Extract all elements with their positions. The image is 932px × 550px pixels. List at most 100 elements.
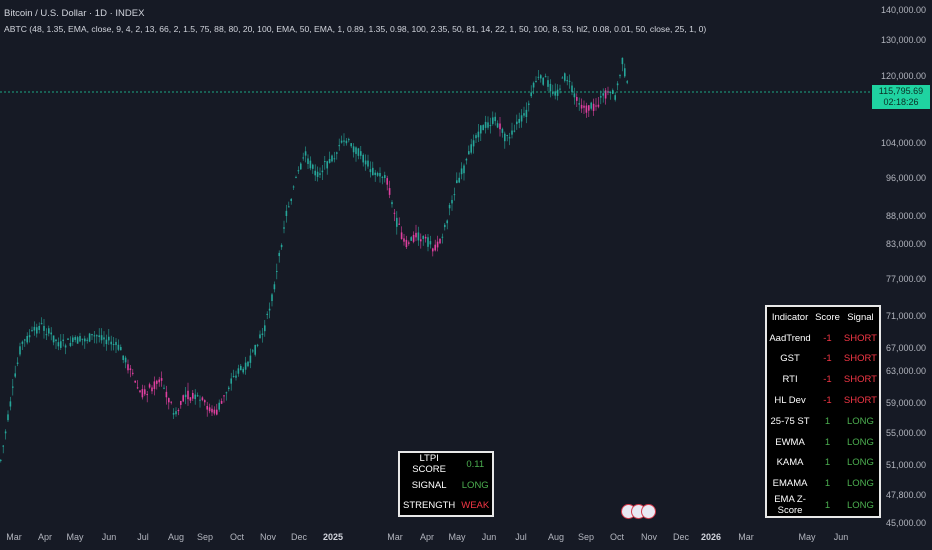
candle-body: [559, 88, 561, 90]
candle-body: [283, 227, 285, 229]
candle-body: [309, 160, 312, 169]
candle-body: [266, 313, 268, 315]
candle-body: [381, 176, 384, 178]
col-score: Score: [815, 311, 840, 323]
candle-body: [206, 406, 208, 410]
candle-body: [528, 103, 530, 105]
indicator-score: -1: [823, 374, 832, 386]
candle-body: [415, 232, 417, 238]
candle-body: [518, 118, 520, 123]
candle-body: [436, 241, 439, 248]
candle-body: [98, 335, 100, 338]
indicator-name: RTI: [782, 374, 798, 386]
candle-body: [31, 330, 33, 332]
candle-body: [288, 206, 290, 208]
indicator-name: EWMA: [775, 436, 805, 448]
candle-body: [57, 342, 60, 347]
flag-us-icon[interactable]: [641, 504, 656, 519]
candle-body: [408, 242, 410, 244]
candle-body: [278, 252, 280, 257]
indicator-row: EMA Z-Score 1 LONG: [766, 494, 880, 517]
current-price: 115,795.69: [878, 86, 924, 96]
candle-body: [439, 238, 441, 244]
time-tick: May: [448, 532, 466, 542]
candle-body: [64, 345, 67, 348]
candle-body: [228, 387, 230, 389]
candle-body: [513, 130, 516, 132]
candle-body: [247, 361, 249, 367]
candle-body: [484, 121, 487, 128]
indicator-row: RTI -1 SHORT: [766, 369, 880, 390]
candle-body: [14, 373, 16, 377]
price-tick: 88,000.00: [885, 211, 926, 221]
indicator-row: GST -1 SHORT: [766, 349, 880, 370]
candle-body: [412, 234, 415, 242]
candle-body: [115, 341, 117, 346]
candle-body: [151, 387, 153, 392]
ltpi-table: LTPI SCORE 0.11 SIGNAL LONG STRENGTH WEA…: [398, 451, 495, 517]
candle-body: [276, 270, 278, 272]
candle-body: [124, 357, 127, 363]
candle-body: [160, 378, 163, 381]
candle-body: [616, 83, 619, 86]
price-candles: [0, 57, 628, 463]
candle-body: [561, 77, 564, 79]
candle-body: [388, 188, 391, 195]
price-tick: 96,000.00: [885, 173, 926, 183]
candle-body: [148, 384, 151, 388]
indicator-row: 25-75 ST 1 LONG: [766, 411, 880, 432]
candle-body: [156, 380, 158, 384]
candle-body: [45, 334, 48, 336]
candle-body: [223, 395, 225, 397]
price-tick: 47,800.00: [885, 490, 926, 500]
candle-body: [4, 431, 7, 434]
candle-body: [100, 335, 103, 341]
time-tick: Mar: [738, 532, 754, 542]
candle-body: [79, 336, 81, 342]
price-tick: 55,000.00: [885, 428, 926, 438]
indicator-score: 1: [824, 478, 831, 490]
candle-body: [386, 178, 388, 185]
indicator-name: GST: [780, 353, 800, 365]
candle-body: [614, 95, 616, 100]
candle-body: [21, 341, 24, 344]
candle-body: [583, 105, 585, 108]
bar-countdown: 02:18:26: [883, 97, 919, 107]
candle-body: [316, 171, 319, 177]
candle-body: [33, 326, 36, 331]
candle-body: [297, 170, 300, 172]
ltpi-score-value: 0.11: [466, 458, 485, 470]
time-tick: Apr: [419, 532, 435, 542]
candle-body: [499, 123, 501, 130]
indicator-params: ABTC (48, 1.35, EMA, close, 9, 4, 2, 13,…: [4, 24, 707, 34]
col-signal: Signal: [847, 311, 874, 323]
candle-body: [441, 236, 444, 238]
indicator-score: 1: [824, 499, 831, 511]
candle-body: [312, 164, 314, 169]
time-tick: 2026: [700, 532, 722, 542]
price-tick: 45,000.00: [885, 518, 926, 528]
candle-body: [81, 338, 84, 340]
time-tick: Nov: [259, 532, 277, 542]
candle-body: [216, 409, 218, 415]
candle-body: [201, 397, 204, 401]
candle-body: [280, 244, 283, 248]
ltpi-score-label: LTPI SCORE: [412, 453, 447, 475]
candle-body: [542, 77, 544, 85]
candle-body: [76, 337, 79, 344]
indicator-score: -1: [823, 332, 832, 344]
price-tick: 130,000.00: [880, 35, 926, 45]
candle-body: [36, 327, 38, 334]
candle-body: [477, 131, 480, 138]
candle-body: [585, 105, 588, 113]
candle-body: [134, 380, 136, 383]
indicator-score: -1: [823, 395, 832, 407]
candle-body: [319, 173, 321, 175]
candle-body: [470, 144, 472, 153]
candle-body: [475, 135, 477, 139]
candle-body: [523, 113, 525, 116]
candle-body: [357, 148, 360, 156]
indicator-signal: LONG: [846, 415, 874, 427]
candle-body: [384, 175, 386, 178]
